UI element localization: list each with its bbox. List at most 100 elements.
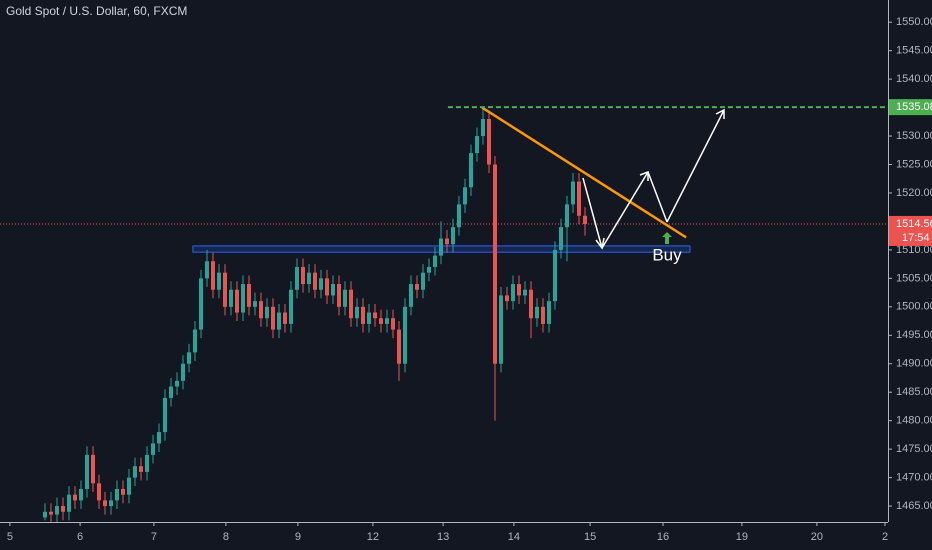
candle-body <box>265 306 269 319</box>
candle-body <box>391 318 395 330</box>
buy-arrow <box>662 232 672 244</box>
candle-body <box>91 454 95 484</box>
x-tick-label: 13 <box>437 531 449 543</box>
candle-body <box>259 301 263 319</box>
y-tick-label: 1495.00 <box>896 329 932 341</box>
candle-body <box>553 249 557 302</box>
candle-body <box>517 284 521 296</box>
candle-body <box>577 181 581 216</box>
candle-body <box>79 488 83 501</box>
y-tick-label: 1465.00 <box>896 500 932 512</box>
candle-body <box>139 466 143 472</box>
candle-body <box>337 284 341 307</box>
candle-body <box>493 164 497 364</box>
candle-body <box>133 466 137 478</box>
candle-body <box>325 278 329 296</box>
candle-body <box>151 443 155 455</box>
candle-body <box>193 329 197 353</box>
candle-body <box>61 506 65 512</box>
candle-body <box>157 432 161 444</box>
candle-body <box>217 272 221 290</box>
y-tick-label: 1485.00 <box>896 386 932 398</box>
candle-body <box>427 266 431 273</box>
candle-body <box>115 488 119 501</box>
y-tick-label: 1510.00 <box>896 244 932 256</box>
candle-body <box>457 204 461 228</box>
candle-body <box>295 266 299 290</box>
candle-body <box>271 306 275 330</box>
candle-body <box>241 284 245 313</box>
candle-body <box>85 454 89 489</box>
candle-body <box>169 386 173 398</box>
y-tick-label: 1475.00 <box>896 443 932 455</box>
candle-body <box>313 272 317 290</box>
candle-body <box>67 494 71 512</box>
candle-body <box>523 289 527 296</box>
candle-body <box>253 301 257 307</box>
y-tick-label: 1530.00 <box>896 130 932 142</box>
y-tick-label: 1490.00 <box>896 358 932 370</box>
candle-body <box>247 284 251 307</box>
candle-body <box>475 136 479 154</box>
candle-body <box>397 329 401 364</box>
candle-body <box>583 215 587 224</box>
candle-body <box>535 306 539 319</box>
candle-body <box>283 312 287 324</box>
candle-body <box>355 306 359 319</box>
candle-body <box>199 278 203 330</box>
x-tick-label: 15 <box>584 531 596 543</box>
y-tick-label: 1540.00 <box>896 73 932 85</box>
candle-body <box>547 301 551 324</box>
candle-body <box>451 227 455 245</box>
candle-body <box>445 238 449 245</box>
y-tick-label: 1525.00 <box>896 158 932 170</box>
candle-body <box>307 272 311 285</box>
candle-body <box>463 187 467 205</box>
candle-body <box>511 284 515 302</box>
x-tick-label: 20 <box>811 531 823 543</box>
candle-body <box>121 488 125 495</box>
candle-body <box>469 153 473 188</box>
candle-body <box>103 500 107 507</box>
price-label: 1535.08 <box>896 101 932 113</box>
y-tick-label: 1520.00 <box>896 187 932 199</box>
candle-body <box>367 312 371 324</box>
candle-body <box>223 272 227 307</box>
candle-body <box>373 312 377 319</box>
scenario-arrows <box>582 108 725 250</box>
candle-body <box>559 227 563 250</box>
candle-body <box>571 181 575 205</box>
candle-body <box>487 118 491 165</box>
candle-body <box>541 306 545 324</box>
y-tick-label: 1545.00 <box>896 45 932 57</box>
candle-body <box>289 289 293 324</box>
candle-body <box>565 204 569 228</box>
chart-title: Gold Spot / U.S. Dollar, 60, FXCM <box>6 4 187 18</box>
candle-body <box>415 284 419 290</box>
x-tick-label: 19 <box>736 531 748 543</box>
candle-body <box>433 255 437 267</box>
candle-body <box>205 261 209 279</box>
candle-body <box>385 318 389 324</box>
candle-body <box>55 506 59 515</box>
candle-body <box>379 318 383 324</box>
countdown-label: 17:54 <box>902 232 930 244</box>
candle-body <box>319 278 323 290</box>
x-tick-label: 9 <box>295 531 301 543</box>
price-label-box <box>889 99 932 116</box>
candle-body <box>403 306 407 364</box>
candle-body <box>211 261 215 290</box>
candle-body <box>409 284 413 307</box>
x-tick-label: 16 <box>657 531 669 543</box>
x-tick-label: 2 <box>882 531 888 543</box>
candle-body <box>109 500 113 507</box>
x-tick-label: 7 <box>151 531 157 543</box>
candle-body <box>175 380 179 387</box>
candle-body <box>187 352 191 364</box>
trendline <box>481 106 687 239</box>
candle-body <box>229 289 233 307</box>
candle-body <box>163 397 167 433</box>
last-price-box <box>889 215 932 246</box>
candle-body <box>277 312 281 330</box>
